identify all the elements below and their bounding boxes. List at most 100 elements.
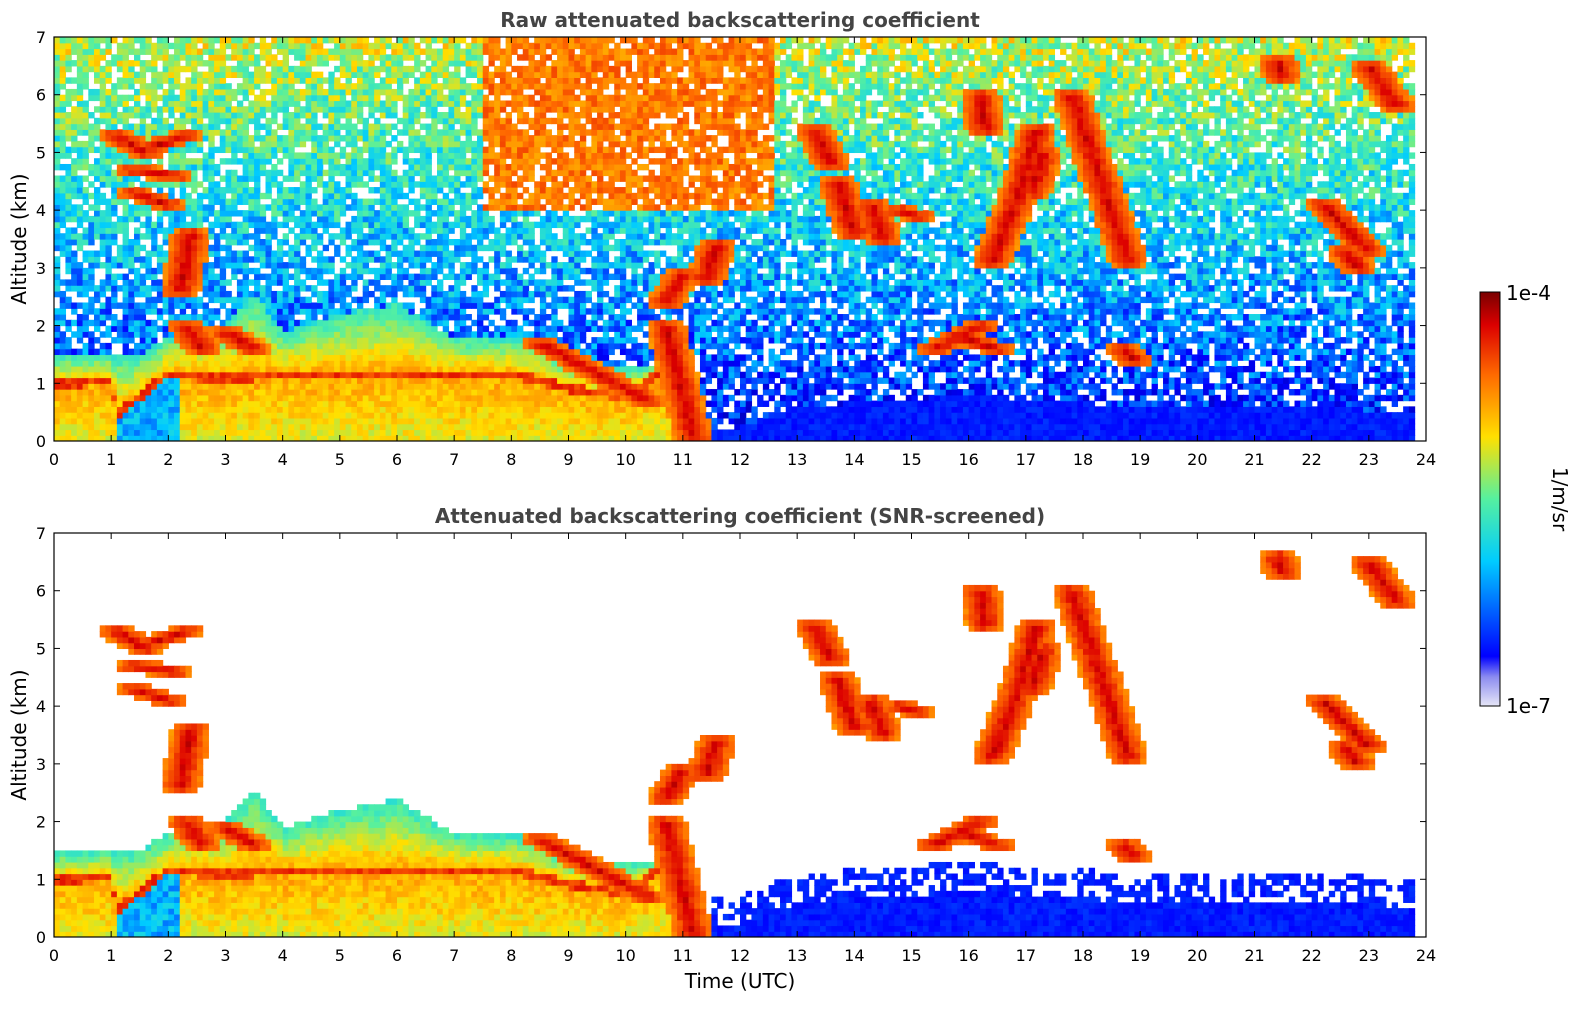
heatmap-cell xyxy=(334,163,341,171)
heatmap-cell xyxy=(271,60,278,67)
heatmap-cell xyxy=(174,94,181,102)
heatmap-cell xyxy=(54,308,61,315)
heatmap-cell xyxy=(128,417,135,425)
heatmap-cell xyxy=(254,135,261,142)
heatmap-cell xyxy=(191,342,198,350)
heatmap-cell xyxy=(271,117,278,125)
heatmap-cell xyxy=(477,42,484,50)
heatmap-cell xyxy=(294,319,301,327)
heatmap-cell xyxy=(345,163,352,171)
heatmap-cell xyxy=(419,279,427,286)
heatmap-cell xyxy=(128,429,135,436)
heatmap-cell xyxy=(419,325,427,332)
heatmap-cell xyxy=(259,423,267,431)
heatmap-cell xyxy=(299,54,307,61)
heatmap-cell xyxy=(65,77,72,84)
heatmap-cell xyxy=(116,365,124,373)
heatmap-cell xyxy=(59,371,67,379)
heatmap-cell xyxy=(414,129,421,136)
heatmap-cell xyxy=(174,221,181,229)
heatmap-cell xyxy=(414,290,421,298)
heatmap-cell xyxy=(299,285,307,292)
heatmap-cell xyxy=(477,383,484,390)
heatmap-cell xyxy=(499,279,507,286)
heatmap-cell xyxy=(288,129,295,136)
heatmap-cell xyxy=(334,371,341,379)
heatmap-cell xyxy=(408,71,415,78)
heatmap-cell xyxy=(94,423,101,431)
heatmap-cell xyxy=(294,279,301,286)
heatmap-cell xyxy=(134,146,141,154)
heatmap-cell xyxy=(254,360,261,367)
heatmap-cell xyxy=(242,163,249,171)
heatmap-cell xyxy=(105,325,112,332)
heatmap-cell xyxy=(448,371,455,379)
heatmap-cell xyxy=(511,77,518,84)
heatmap-cell xyxy=(339,285,347,292)
heatmap-cell xyxy=(385,106,392,113)
heatmap-cell xyxy=(499,48,507,55)
heatmap-cell xyxy=(231,192,238,200)
heatmap-cell xyxy=(282,423,289,431)
heatmap-cell xyxy=(488,429,495,436)
heatmap-cell xyxy=(431,319,438,327)
heatmap-cell xyxy=(368,239,375,246)
heatmap-cell xyxy=(219,325,227,332)
heatmap-cell xyxy=(168,435,175,441)
heatmap-cell xyxy=(185,296,192,304)
heatmap-cell xyxy=(414,285,421,292)
heatmap-cell xyxy=(408,325,415,332)
heatmap-cell xyxy=(328,325,335,332)
heatmap-cell xyxy=(179,129,187,136)
heatmap-cell xyxy=(299,187,307,194)
heatmap-cell xyxy=(356,337,364,344)
heatmap-cell xyxy=(397,215,404,223)
heatmap-cell xyxy=(236,435,244,441)
heatmap-cell xyxy=(391,77,398,84)
heatmap-cell xyxy=(59,308,67,315)
heatmap-cell xyxy=(505,250,512,257)
heatmap-cell xyxy=(305,273,312,280)
heatmap-cell xyxy=(391,54,398,61)
heatmap-cell xyxy=(322,210,329,217)
heatmap-cell xyxy=(499,175,507,182)
heatmap-cell xyxy=(414,250,421,257)
heatmap-cell xyxy=(391,417,398,425)
heatmap-cell xyxy=(414,221,421,229)
heatmap-cell xyxy=(431,412,438,419)
heatmap-cell xyxy=(305,302,312,309)
heatmap-cell xyxy=(505,152,512,159)
heatmap-cell xyxy=(254,210,261,217)
heatmap-cell xyxy=(65,181,72,188)
heatmap-cell xyxy=(156,112,164,119)
heatmap-cell xyxy=(139,77,147,84)
heatmap-cell xyxy=(419,100,427,107)
heatmap-cell xyxy=(214,423,221,431)
heatmap-cell xyxy=(459,152,467,159)
heatmap-cell xyxy=(385,406,392,413)
heatmap-cell xyxy=(191,296,198,304)
heatmap-cell xyxy=(219,371,227,379)
heatmap-cell xyxy=(128,77,135,84)
heatmap-cell xyxy=(242,221,249,229)
heatmap-cell xyxy=(145,221,152,229)
heatmap-cell xyxy=(408,256,415,263)
heatmap-cell xyxy=(156,123,164,130)
heatmap-cell xyxy=(339,37,347,44)
heatmap-cell xyxy=(356,198,364,205)
heatmap-cell xyxy=(465,331,472,338)
heatmap-cell xyxy=(122,285,129,292)
heatmap-cell xyxy=(151,117,158,125)
heatmap-cell xyxy=(391,187,398,194)
heatmap-cell xyxy=(265,423,272,431)
heatmap-cell xyxy=(425,389,432,396)
heatmap-cell xyxy=(322,37,329,44)
heatmap-cell xyxy=(208,42,215,50)
heatmap-cell xyxy=(214,256,221,263)
heatmap-cell xyxy=(282,319,289,327)
heatmap-cell xyxy=(454,60,461,67)
heatmap-cell xyxy=(254,175,261,182)
heatmap-cell xyxy=(505,389,512,396)
heatmap-cell xyxy=(82,250,89,257)
